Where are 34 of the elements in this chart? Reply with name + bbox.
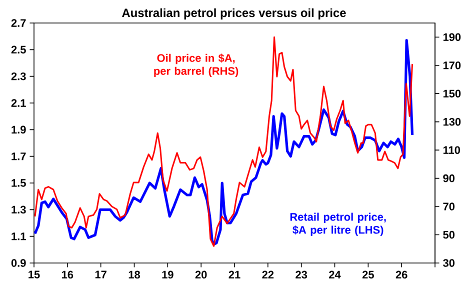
x-tick-label: 16 [62,270,74,279]
x-tick-label: 23 [296,270,308,279]
y-tick-label: 2.1 [11,99,26,107]
text: Retail petrol price, $A per litre (LHS) [290,212,386,236]
y2-tick-label: 70 [443,202,455,210]
x-tick-label: 26 [396,270,408,279]
x-tick-label: 18 [128,270,140,279]
y2-tick-label: 50 [443,230,455,239]
x-tick-label: 20 [195,270,207,279]
x-tick-label: 22 [262,270,274,278]
y2-tick-label: 130 [443,118,461,126]
y-tick-label: 2.5 [11,46,26,54]
y-tick-label: 0.9 [11,259,26,267]
y2-tick-label: 90 [443,174,455,182]
x-tick-label: 21 [228,270,240,278]
y-tick-label: 1.1 [12,232,26,240]
y-tick-label: 1.3 [12,206,26,214]
x-tick-label: 17 [95,270,106,278]
x-tick-label: 15 [28,270,40,278]
x-tick-label: 19 [162,270,174,279]
y2-tick-label: 170 [443,61,461,70]
y2-tick-label: 30 [443,259,455,267]
y2-tick-label: 150 [443,90,461,98]
x-tick-label: 24 [329,270,341,278]
y-tick-label: 1.9 [12,126,26,134]
y2-tick-label: 190 [443,33,461,41]
y-tick-label: 1.5 [12,179,26,187]
x-tick-label: 25 [362,270,374,279]
y-tick-label: 2.3 [11,72,26,80]
chart-title: Australian petrol prices versus oil price [122,8,346,20]
y-tick-label: 1.7 [12,152,26,160]
text: Oil price in $A, per barrel (RHS) [154,54,238,78]
y-tick-label: 2.7 [11,19,26,27]
y2-tick-label: 110 [443,146,460,154]
